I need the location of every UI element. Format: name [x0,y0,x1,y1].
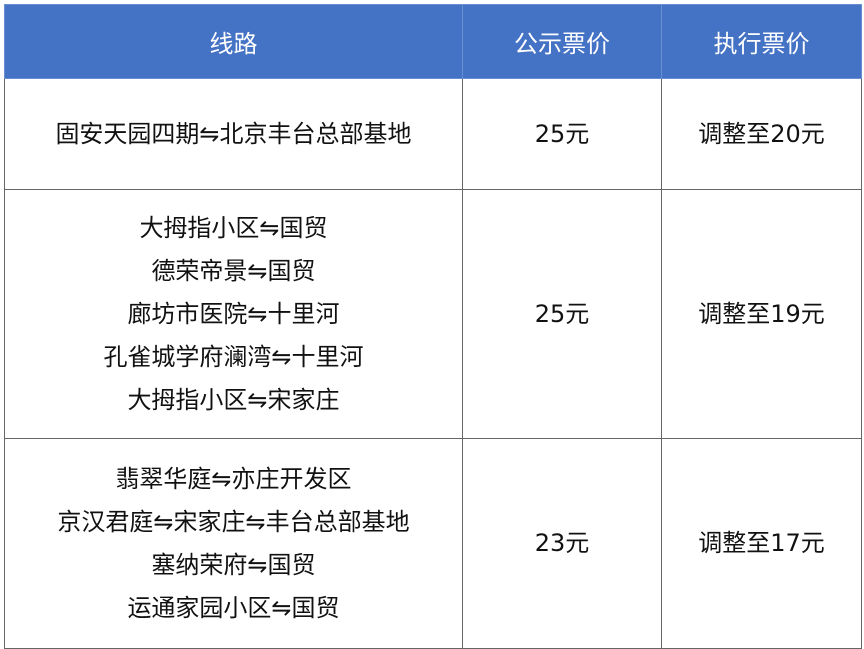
actual-price-cell: 调整至20元 [661,78,862,190]
posted-price-cell: 23元 [462,438,662,649]
route-name: 大拇指小区⇋国贸 [139,213,328,242]
route-name: 固安天园四期⇋北京丰台总部基地 [55,119,412,148]
route-name: 翡翠华庭⇋亦庄开发区 [115,464,352,493]
route-name: 廊坊市医院⇋十里河 [127,299,340,328]
header-route: 线路 [4,4,463,79]
actual-price-cell: 调整至19元 [661,189,862,439]
route-name: 运通家园小区⇋国贸 [127,593,340,622]
routes-cell: 翡翠华庭⇋亦庄开发区京汉君庭⇋宋家庄⇋丰台总部基地 塞纳荣府⇋国贸 运通家园小区⇋国… [4,438,463,649]
posted-price-cell: 25元 [462,78,662,190]
routes-cell: 固安天园四期⇋北京丰台总部基地 [4,78,463,190]
header-posted-price: 公示票价 [462,4,662,79]
routes-cell: 大拇指小区⇋国贸 德荣帝景⇋国贸 廊坊市医院⇋十里河 孔雀城学府澜湾⇋十里河 大拇指小区… [4,189,463,439]
actual-price-cell: 调整至17元 [661,438,862,649]
route-name: 塞纳荣府⇋国贸 [151,550,316,579]
route-name: 孔雀城学府澜湾⇋十里河 [103,342,364,371]
table-row: 固安天园四期⇋北京丰台总部基地 25元 调整至20元 [4,78,862,190]
header-actual-price: 执行票价 [661,4,862,79]
fare-table: 线路 公示票价 执行票价 固安天园四期⇋北京丰台总部基地 25元 调整至20元大拇指… [4,4,862,649]
route-name: 大拇指小区⇋宋家庄 [127,385,340,414]
route-name: 京汉君庭⇋宋家庄⇋丰台总部基地 [57,507,410,536]
table-row: 翡翠华庭⇋亦庄开发区京汉君庭⇋宋家庄⇋丰台总部基地 塞纳荣府⇋国贸 运通家园小区⇋国… [4,438,862,649]
table-row: 大拇指小区⇋国贸 德荣帝景⇋国贸 廊坊市医院⇋十里河 孔雀城学府澜湾⇋十里河 大拇指小区… [4,189,862,439]
route-name: 德荣帝景⇋国贸 [151,256,316,285]
posted-price-cell: 25元 [462,189,662,439]
header-row: 线路 公示票价 执行票价 [4,4,862,79]
